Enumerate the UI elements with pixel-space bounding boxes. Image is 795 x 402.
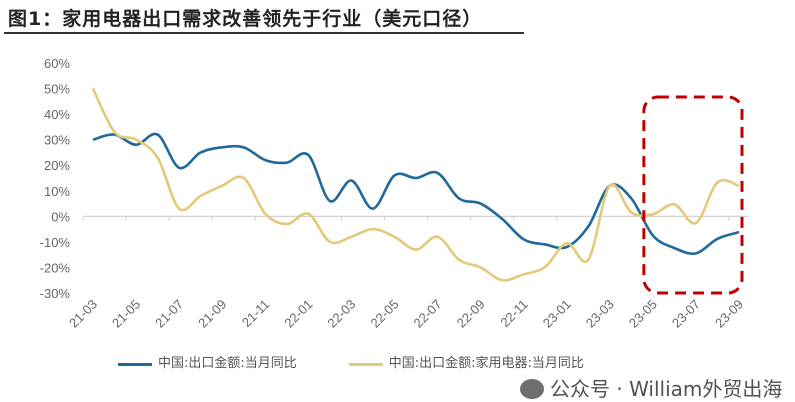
x-tick-label: 22-07	[411, 297, 445, 331]
x-tick-label: 22-11	[497, 297, 530, 330]
x-tick-label: 21-09	[195, 297, 229, 331]
x-tick-label: 21-03	[66, 297, 100, 331]
x-tick-label: 21-05	[109, 297, 143, 331]
x-tick-label: 23-01	[540, 297, 574, 331]
x-tick-label: 23-03	[583, 297, 617, 331]
x-tick-label: 21-07	[152, 297, 186, 331]
watermark: 公众号 · William外贸出海	[520, 377, 782, 401]
y-tick-label: 60%	[44, 56, 70, 71]
watermark-text: 公众号 · William外贸出海	[550, 377, 783, 401]
wechat-icon	[520, 379, 544, 399]
x-tick-label: 22-03	[324, 297, 358, 331]
legend-item-appliances: 中国:出口金额:家用电器:当月同比	[348, 356, 584, 372]
y-tick-label: 10%	[44, 184, 70, 199]
title-divider	[4, 32, 524, 34]
series-line-1	[91, 87, 740, 282]
highlight-box	[642, 95, 744, 295]
x-tick-label: 23-07	[669, 297, 703, 331]
x-tick-label: 21-11	[239, 297, 272, 330]
series-line-0	[92, 132, 740, 256]
x-tick-label: 23-09	[712, 297, 746, 331]
legend-label: 中国:出口金额:当月同比	[158, 356, 297, 371]
figure-title: 图1：家用电器出口需求改善领先于行业（美元口径）	[8, 8, 483, 30]
x-tick-label: 22-05	[367, 297, 401, 331]
x-tick-label: 23-05	[626, 297, 660, 331]
y-tick-label: 30%	[44, 133, 70, 148]
legend-item-total: 中国:出口金额:当月同比	[118, 356, 297, 372]
y-tick-label: 0%	[51, 209, 70, 224]
y-tick-label: 50%	[44, 82, 70, 97]
y-tick-label: -30%	[40, 286, 71, 301]
legend-label: 中国:出口金额:家用电器:当月同比	[388, 356, 584, 371]
y-tick-label: 40%	[44, 107, 70, 122]
legend-swatch	[348, 362, 383, 366]
y-tick-label: 20%	[44, 158, 70, 173]
legend-swatch	[118, 362, 152, 366]
y-tick-label: -10%	[40, 235, 71, 250]
y-tick-label: -20%	[40, 260, 71, 275]
x-tick-label: 22-09	[454, 297, 488, 331]
x-tick-label: 22-01	[281, 297, 315, 331]
line-chart: 60% 50% 40% 30% 20% 10% 0% -10% -20% -30% 21-03 21…	[40, 56, 749, 331]
legend: 中国:出口金额:当月同比 中国:出口金额:家用电器:当月同比	[118, 356, 584, 372]
